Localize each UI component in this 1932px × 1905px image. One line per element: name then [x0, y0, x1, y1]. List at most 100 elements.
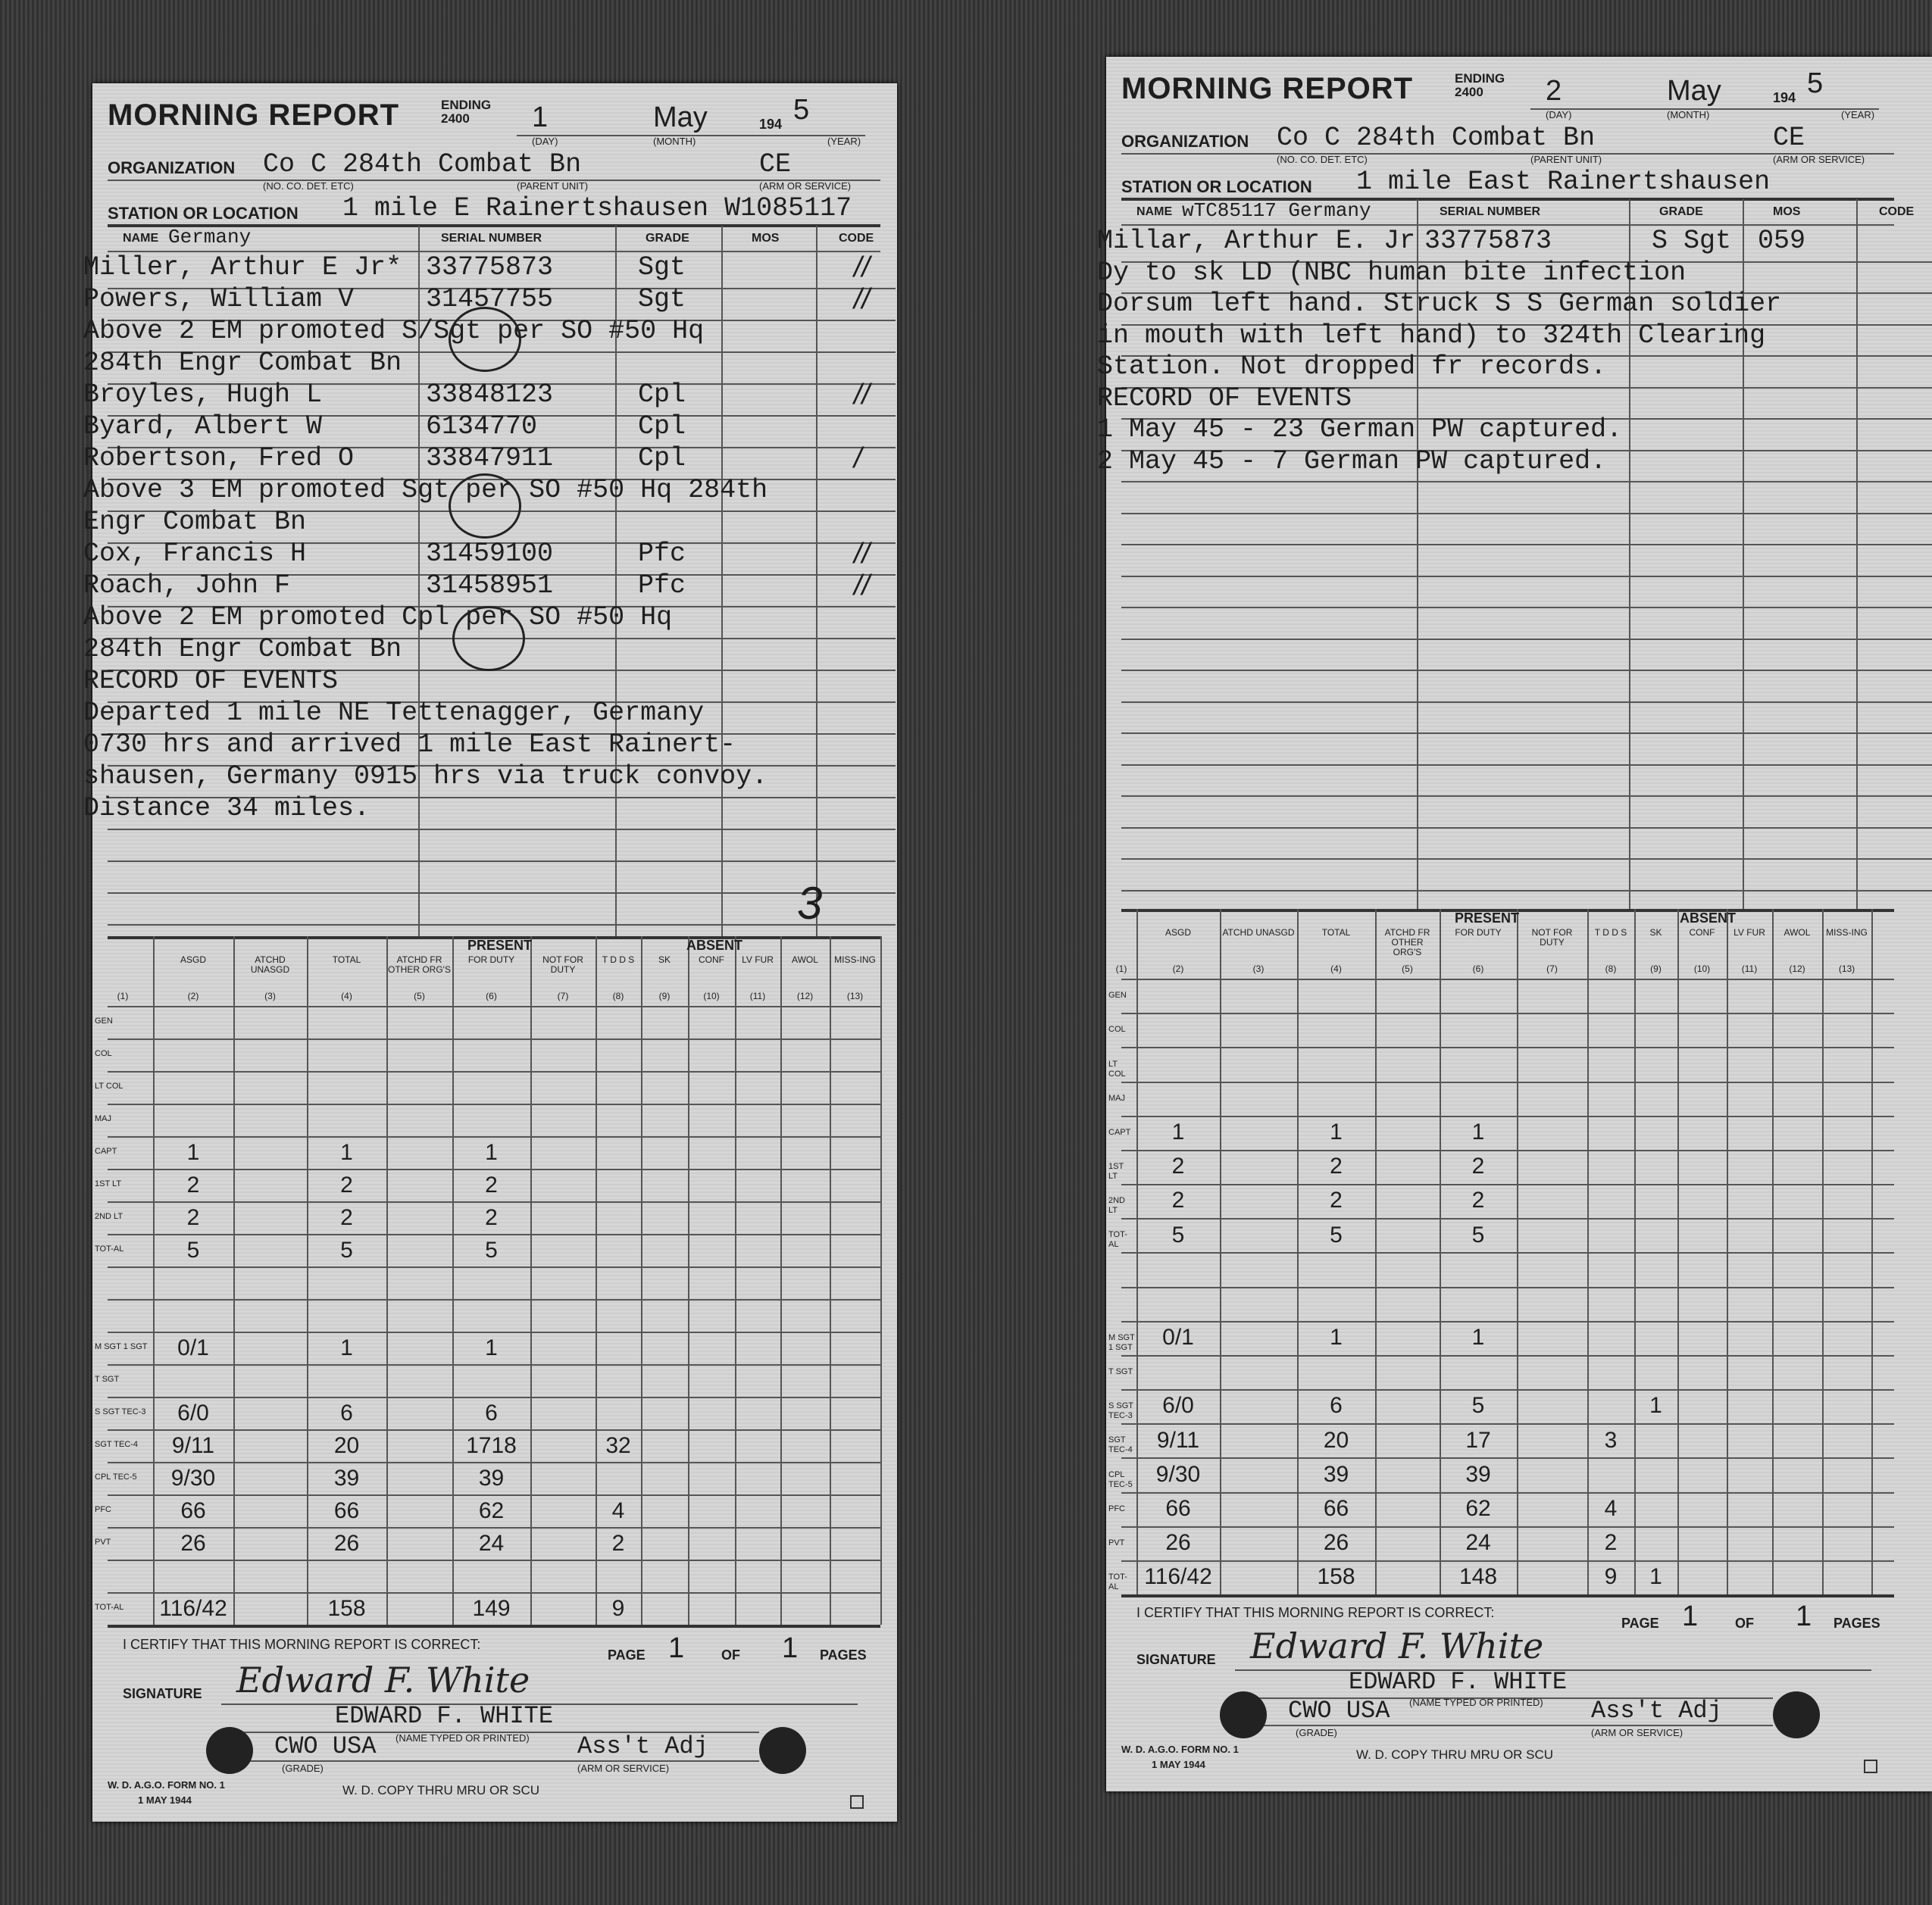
strength-column-header: NOT FOR DUTY [1531, 927, 1573, 948]
row-label: 1ST LT [1108, 1162, 1124, 1181]
strength-cell: 2 [1171, 1154, 1185, 1179]
table-row-line [108, 1201, 880, 1203]
of-label: OF [721, 1647, 740, 1663]
table-column-line [780, 936, 782, 1625]
mos-column-header: MOS [1773, 205, 1801, 218]
entry-name: Distance 34 miles. [83, 793, 370, 823]
strength-cell: 5 [186, 1238, 200, 1263]
form-title: MORNING REPORT [1121, 72, 1414, 105]
row-label: CPL TEC-5 [95, 1472, 137, 1482]
row-label: COL [95, 1049, 112, 1058]
grade-caption: (GRADE) [1296, 1727, 1337, 1738]
ending-label: ENDING 2400 [441, 98, 492, 126]
strength-cell: 1 [1171, 1120, 1185, 1145]
ruled-line [1121, 387, 1932, 389]
ruled-line [1121, 418, 1932, 420]
entry-code-mark: // [854, 538, 871, 570]
punch-hole [759, 1727, 806, 1774]
entry-serial: 33775873 [426, 252, 554, 283]
table-column-line [1136, 909, 1138, 1594]
table-column-line [1375, 909, 1377, 1594]
table-row-line [1121, 1047, 1894, 1048]
ruled-line [108, 860, 896, 862]
pencil-circle [452, 606, 525, 671]
strength-cell: 2 [485, 1173, 498, 1198]
year-caption: (YEAR) [827, 136, 861, 147]
organization-label: ORGANIZATION [108, 158, 236, 177]
entry-grade: Pfc [638, 539, 686, 569]
absent-group-header: ABSENT [1680, 910, 1737, 926]
strength-column-header: T D D S [1594, 927, 1627, 938]
absent-group-header: ABSENT [686, 938, 743, 953]
strength-column-number: (4) [1330, 963, 1342, 974]
signature-line [1235, 1669, 1871, 1671]
table-column-line [880, 936, 882, 1625]
table-row-line [1121, 1355, 1894, 1357]
entry-name: Above 2 EM promoted Cpl per SO #50 Hq [83, 602, 673, 632]
grade-line [1258, 1725, 1773, 1726]
entry-serial: 6134770 [426, 411, 538, 442]
of-label: OF [1735, 1616, 1754, 1631]
checkbox-square [1864, 1760, 1877, 1773]
row-label: CPL TEC-5 [1108, 1470, 1133, 1489]
strength-column-number: (7) [557, 991, 569, 1001]
service-value: Ass't Adj [1591, 1697, 1722, 1725]
strength-cell: 1 [1471, 1325, 1485, 1350]
ruled-line [108, 542, 896, 544]
strength-column-header: AWOL [1784, 927, 1811, 938]
entry-serial: 33847911 [426, 443, 554, 473]
strength-column-header: FOR DUTY [467, 954, 515, 965]
station-line [1121, 198, 1894, 201]
table-column-line [530, 936, 532, 1625]
form-date: 1 MAY 1944 [1152, 1759, 1205, 1770]
ruled-line [108, 797, 896, 798]
page-label: PAGE [608, 1647, 646, 1663]
serial-column-header: SERIAL NUMBER [1440, 205, 1541, 218]
strength-cell: 62 [1465, 1496, 1491, 1521]
strength-column-number: (13) [846, 991, 864, 1001]
strength-cell: 2 [340, 1205, 353, 1230]
strength-cell: 17 [1465, 1428, 1491, 1453]
name-column-header: NAME [1136, 205, 1173, 218]
ruled-line [1121, 481, 1932, 482]
entry-name: 0730 hrs and arrived 1 mile East Rainert… [83, 729, 736, 760]
name-column-extra: Germany [168, 226, 252, 248]
entry-name: Byard, Albert W [83, 411, 323, 442]
entry-grade: Cpl [638, 379, 686, 410]
strength-cell: 39 [333, 1466, 360, 1491]
row-label: LT COL [95, 1082, 123, 1091]
org-caption: (NO. CO. DET. ETC) [263, 180, 354, 192]
row-label: S SGT TEC-3 [1108, 1401, 1133, 1420]
strength-cell: 6/0 [177, 1401, 209, 1426]
strength-column-header: ATCHD UNASGD [250, 954, 290, 975]
table-column-line [1634, 909, 1636, 1594]
ruled-line [1121, 355, 1932, 357]
strength-column-header: TOTAL [332, 954, 361, 965]
name-column-header: NAME [123, 232, 159, 245]
strength-column-number: (1) [117, 991, 129, 1001]
entry-serial: 33775873 [1424, 226, 1552, 256]
entry-code-mark: // [854, 283, 871, 315]
table-row-line [108, 1299, 880, 1301]
entry-code-mark: // [854, 251, 871, 283]
entry-name: Robertson, Fred O [83, 443, 355, 473]
table-row-line [1121, 1013, 1894, 1014]
table-column-line [688, 936, 689, 1625]
report-day: 1 [532, 101, 549, 133]
ruled-line [1121, 324, 1932, 326]
strength-column-header: ASGD [1165, 927, 1191, 938]
mos-column-header: MOS [752, 232, 780, 245]
month-caption: (MONTH) [653, 136, 696, 147]
strength-cell: 2 [186, 1205, 200, 1230]
entry-serial: 31458951 [426, 570, 554, 601]
arm-value: CE [1773, 123, 1805, 153]
entry-name: shausen, Germany 0915 hrs via truck conv… [83, 761, 768, 792]
ruled-line [108, 924, 896, 926]
strength-cell: 66 [333, 1498, 360, 1523]
strength-column-header: CONF [699, 954, 724, 965]
entry-grade: Sgt [638, 284, 686, 314]
strength-cell: 2 [1171, 1188, 1185, 1213]
strength-cell: 0/1 [177, 1335, 209, 1360]
row-label: T SGT [95, 1375, 120, 1384]
station-value: 1 mile E Rainertshausen W1085117 [342, 193, 852, 223]
